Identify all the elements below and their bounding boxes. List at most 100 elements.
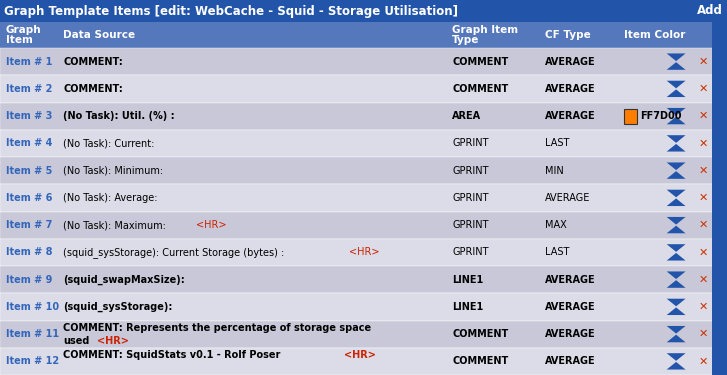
Text: LINE1: LINE1 xyxy=(452,274,483,285)
Text: ✕: ✕ xyxy=(699,220,708,230)
Text: MAX: MAX xyxy=(545,220,567,230)
Text: GPRINT: GPRINT xyxy=(452,138,489,148)
Text: GPRINT: GPRINT xyxy=(452,220,489,230)
Text: (No Task): Util. (%) :: (No Task): Util. (%) : xyxy=(63,111,175,121)
Polygon shape xyxy=(667,362,686,369)
Text: (No Task): Current:: (No Task): Current: xyxy=(63,138,155,148)
Polygon shape xyxy=(667,117,686,124)
Bar xyxy=(0,48,727,75)
Text: GPRINT: GPRINT xyxy=(452,193,489,203)
Text: CF Type: CF Type xyxy=(545,30,591,40)
Text: ✕: ✕ xyxy=(699,302,708,312)
Text: ✕: ✕ xyxy=(699,193,708,203)
Text: (squid_swapMaxSize):: (squid_swapMaxSize): xyxy=(63,274,185,285)
Text: AVERAGE: AVERAGE xyxy=(545,84,596,94)
Text: Item # 7: Item # 7 xyxy=(6,220,52,230)
Polygon shape xyxy=(667,244,686,252)
Text: Item # 4: Item # 4 xyxy=(6,138,52,148)
Text: COMMENT: Represents the percentage of storage space: COMMENT: Represents the percentage of st… xyxy=(63,322,371,333)
Text: AVERAGE: AVERAGE xyxy=(545,302,596,312)
Text: COMMENT:: COMMENT: xyxy=(63,84,123,94)
Bar xyxy=(0,75,727,102)
Bar xyxy=(0,184,727,211)
Text: COMMENT:: COMMENT: xyxy=(63,57,123,67)
Text: Item # 9: Item # 9 xyxy=(6,274,52,285)
Text: ✕: ✕ xyxy=(699,166,708,176)
Text: COMMENT: COMMENT xyxy=(452,356,508,366)
Text: Graph Item
Type: Graph Item Type xyxy=(452,25,518,45)
Text: Item # 5: Item # 5 xyxy=(6,166,52,176)
Text: AVERAGE: AVERAGE xyxy=(545,111,596,121)
Text: (No Task): Minimum:: (No Task): Minimum: xyxy=(63,166,164,176)
Polygon shape xyxy=(667,81,686,88)
Text: Item # 2: Item # 2 xyxy=(6,84,52,94)
Polygon shape xyxy=(667,272,686,279)
Text: Item # 12: Item # 12 xyxy=(6,356,59,366)
Bar xyxy=(0,211,727,239)
Bar xyxy=(0,321,727,348)
Text: COMMENT: COMMENT xyxy=(452,57,508,67)
Text: COMMENT: COMMENT xyxy=(452,329,508,339)
Text: (No Task): Maximum:: (No Task): Maximum: xyxy=(63,220,166,230)
Text: COMMENT: COMMENT xyxy=(452,84,508,94)
Text: ✕: ✕ xyxy=(699,57,708,67)
Text: Graph
Item: Graph Item xyxy=(6,25,41,45)
Text: Item # 8: Item # 8 xyxy=(6,248,52,257)
Bar xyxy=(624,109,637,124)
Text: Item # 6: Item # 6 xyxy=(6,193,52,203)
Polygon shape xyxy=(667,299,686,306)
Polygon shape xyxy=(667,89,686,97)
Text: AVERAGE: AVERAGE xyxy=(545,57,596,67)
Polygon shape xyxy=(667,326,686,334)
Text: ✕: ✕ xyxy=(699,138,708,148)
Text: LAST: LAST xyxy=(545,248,570,257)
Text: <HR>: <HR> xyxy=(97,336,129,346)
Polygon shape xyxy=(667,54,686,61)
Text: Add: Add xyxy=(696,4,723,18)
Text: Item # 3: Item # 3 xyxy=(6,111,52,121)
Text: Item # 1: Item # 1 xyxy=(6,57,52,67)
Text: AVERAGE: AVERAGE xyxy=(545,274,596,285)
Text: LINE1: LINE1 xyxy=(452,302,483,312)
Text: ✕: ✕ xyxy=(699,84,708,94)
Text: <HR>: <HR> xyxy=(196,220,227,230)
Text: ✕: ✕ xyxy=(699,274,708,285)
Text: (squid_sysStorage):: (squid_sysStorage): xyxy=(63,302,172,312)
Text: <HR>: <HR> xyxy=(349,248,379,257)
Polygon shape xyxy=(667,334,686,342)
Text: (squid_sysStorage): Current Storage (bytes) :: (squid_sysStorage): Current Storage (byt… xyxy=(63,247,284,258)
Text: Item # 11: Item # 11 xyxy=(6,329,59,339)
Bar xyxy=(0,266,727,293)
Polygon shape xyxy=(667,226,686,233)
Bar xyxy=(712,0,727,375)
Text: Data Source: Data Source xyxy=(63,30,135,40)
Text: Item # 10: Item # 10 xyxy=(6,302,59,312)
Bar xyxy=(0,348,727,375)
Text: LAST: LAST xyxy=(545,138,570,148)
Text: FF7D00: FF7D00 xyxy=(640,111,681,121)
Polygon shape xyxy=(667,62,686,70)
Text: (No Task): Average:: (No Task): Average: xyxy=(63,193,158,203)
Bar xyxy=(0,102,727,130)
Text: Item Color: Item Color xyxy=(624,30,685,40)
Text: ✕: ✕ xyxy=(699,356,708,366)
Bar xyxy=(0,239,727,266)
Text: GPRINT: GPRINT xyxy=(452,166,489,176)
Bar xyxy=(0,22,727,48)
Bar xyxy=(0,293,727,321)
Polygon shape xyxy=(667,171,686,179)
Text: AVERAGE: AVERAGE xyxy=(545,356,596,366)
Text: Graph Template Items [edit: WebCache - Squid - Storage Utilisation]: Graph Template Items [edit: WebCache - S… xyxy=(4,4,458,18)
Text: ✕: ✕ xyxy=(699,329,708,339)
Polygon shape xyxy=(667,108,686,116)
Bar xyxy=(0,130,727,157)
Text: AREA: AREA xyxy=(452,111,481,121)
Text: AVERAGE: AVERAGE xyxy=(545,329,596,339)
Polygon shape xyxy=(667,280,686,288)
Text: AVERAGE: AVERAGE xyxy=(545,193,590,203)
Polygon shape xyxy=(667,253,686,261)
Text: <HR>: <HR> xyxy=(344,350,376,360)
Polygon shape xyxy=(667,198,686,206)
Polygon shape xyxy=(667,190,686,197)
Polygon shape xyxy=(667,162,686,170)
